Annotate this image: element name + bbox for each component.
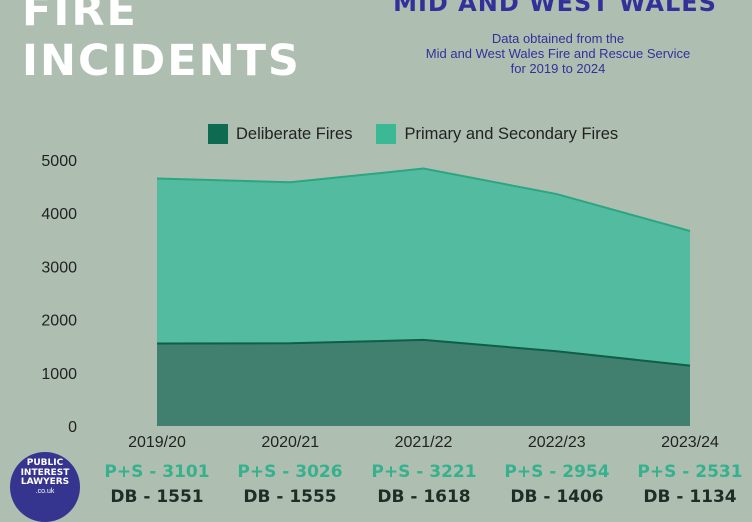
- logo-domain: .co.uk: [35, 488, 55, 495]
- line-total: [156, 167, 691, 232]
- stat-ps-3: P+S - 2954: [504, 462, 610, 482]
- legend-item-deliberate: Deliberate Fires: [208, 124, 352, 144]
- x-tick-4: 2023/24: [661, 434, 719, 451]
- legend-swatch-primary-secondary: [376, 124, 397, 144]
- chart-legend: Deliberate Fires Primary and Secondary F…: [208, 122, 642, 146]
- stat-ps-1: P+S - 3026: [237, 462, 343, 482]
- area-deliberate: [157, 339, 690, 426]
- region-title: MID AND WEST WALES: [393, 0, 717, 17]
- logo-wordmark: PUBLIC INTEREST LAWYERS: [10, 458, 80, 488]
- y-tick-3000: 3000: [41, 259, 77, 276]
- legend-label-deliberate: Deliberate Fires: [236, 124, 353, 143]
- stat-db-1: DB - 1555: [243, 487, 337, 507]
- logo-line-2: INTEREST: [20, 467, 70, 478]
- stat-db-2: DB - 1618: [377, 487, 471, 507]
- x-tick-3: 2022/23: [528, 434, 586, 451]
- source-line-3: for 2019 to 2024: [510, 61, 606, 76]
- y-tick-4000: 4000: [41, 206, 77, 223]
- source-note: Data obtained from the Mid and West Wale…: [398, 31, 718, 76]
- source-line-2: Mid and West Wales Fire and Rescue Servi…: [425, 46, 691, 61]
- stat-ps-2: P+S - 3221: [371, 462, 477, 482]
- y-tick-2000: 2000: [41, 313, 77, 330]
- source-line-1: Data obtained from the: [491, 31, 625, 46]
- page-title: FIRE INCIDENTS: [22, 0, 301, 86]
- stat-db-3: DB - 1406: [510, 487, 604, 507]
- x-tick-0: 2019/20: [128, 434, 186, 451]
- area-chart: 0 1000 2000 3000 4000 5000 2019/20 2020/21 2021/…: [41, 153, 719, 451]
- logo-line-3: LAWYERS: [20, 477, 70, 487]
- stat-db-4: DB - 1134: [643, 487, 737, 507]
- y-tick-0: 0: [68, 419, 77, 436]
- line-deliberate: [156, 338, 691, 367]
- stat-ps-0: P+S - 3101: [104, 462, 210, 482]
- legend-swatch-deliberate: [208, 124, 228, 144]
- title-line-1: FIRE: [22, 0, 138, 36]
- logo-line-1: PUBLIC: [26, 458, 64, 468]
- x-tick-2: 2021/22: [395, 434, 453, 451]
- logo: PUBLIC INTEREST LAWYERS .co.uk: [10, 452, 80, 522]
- y-tick-5000: 5000: [41, 153, 77, 170]
- title-line-2: INCIDENTS: [22, 36, 301, 86]
- y-tick-1000: 1000: [41, 366, 77, 383]
- x-tick-1: 2020/21: [261, 434, 319, 451]
- legend-label-primary-secondary: Primary and Secondary Fires: [404, 124, 619, 143]
- stat-db-0: DB - 1551: [110, 487, 204, 507]
- legend-item-primary-secondary: Primary and Secondary Fires: [376, 124, 618, 144]
- stat-ps-4: P+S - 2531: [637, 462, 743, 482]
- area-primary-secondary: [157, 168, 690, 366]
